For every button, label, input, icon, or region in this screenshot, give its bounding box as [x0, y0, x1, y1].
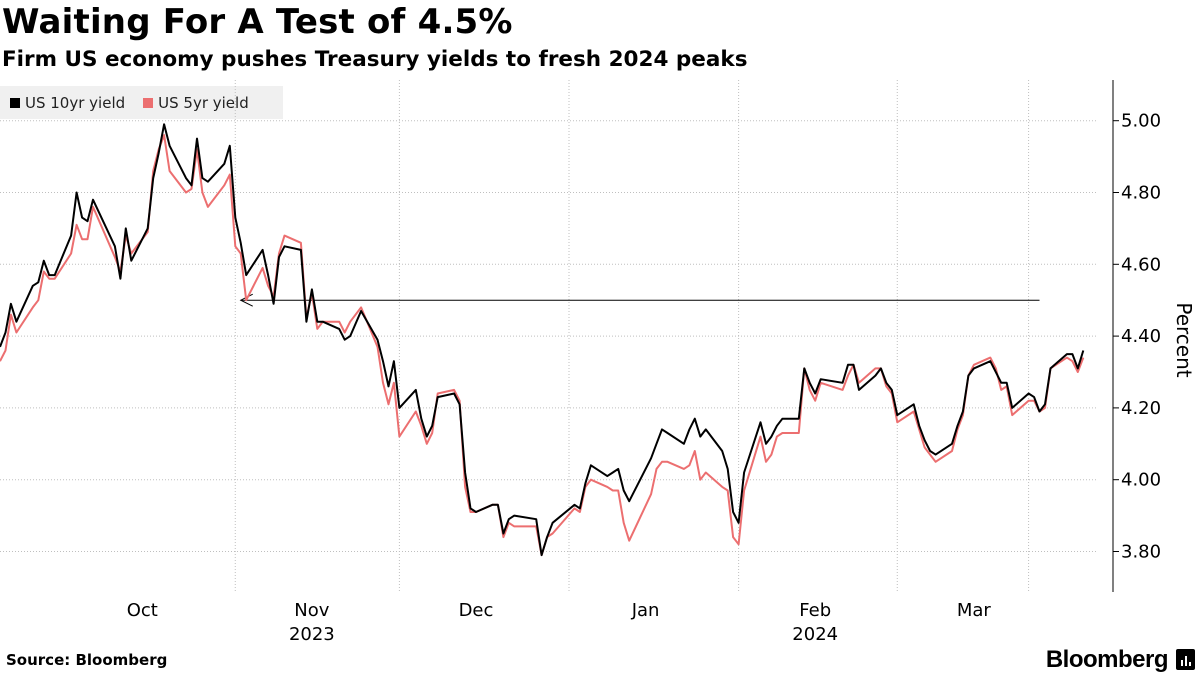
chart-title: Waiting For A Test of 4.5%	[2, 2, 513, 42]
x-year-label: 2024	[792, 624, 838, 645]
legend-swatch-us5	[143, 97, 154, 108]
grid-layer	[0, 80, 1098, 592]
axis-layer: 3.80 4.00 4.20 4.40 4.60 4.80 5.00 Percent Oct No…	[127, 80, 1196, 645]
series-layer	[0, 123, 1085, 557]
legend-item-us5: US 5yr yield	[143, 94, 249, 112]
legend-swatch-us10	[10, 97, 20, 108]
x-tick-label: Mar	[957, 600, 992, 621]
y-axis-label: Percent	[1172, 302, 1196, 377]
chart-legend: US 10yr yield US 5yr yield	[0, 86, 283, 119]
x-tick-label: Dec	[459, 600, 494, 621]
source-note: Source: Bloomberg	[6, 651, 168, 669]
y-tick-label: 4.60	[1121, 254, 1161, 275]
series-line-us10yr	[0, 123, 1085, 557]
x-year-label: 2023	[289, 624, 335, 645]
y-tick-label: 3.80	[1121, 542, 1161, 563]
legend-label-us10: US 10yr yield	[25, 93, 126, 112]
x-tick-label: Feb	[799, 600, 831, 621]
series-line-us5yr	[0, 134, 1085, 557]
x-tick-label: Jan	[631, 600, 660, 621]
x-tick-label: Nov	[294, 600, 329, 621]
y-tick-label: 4.20	[1121, 398, 1161, 419]
annotation-layer	[239, 293, 1040, 307]
y-tick-label: 5.00	[1121, 111, 1161, 132]
legend-label-us5: US 5yr yield	[158, 93, 249, 112]
bloomberg-chart-icon	[1176, 649, 1195, 670]
brand-logo: Bloomberg	[1045, 646, 1169, 673]
y-tick-label: 4.80	[1121, 183, 1161, 204]
y-tick-label: 4.40	[1121, 326, 1161, 347]
chart-subtitle: Firm US economy pushes Treasury yields t…	[2, 47, 748, 72]
legend-item-us10: US 10yr yield	[10, 94, 125, 112]
x-tick-label: Oct	[127, 600, 158, 621]
y-tick-label: 4.00	[1121, 470, 1161, 491]
